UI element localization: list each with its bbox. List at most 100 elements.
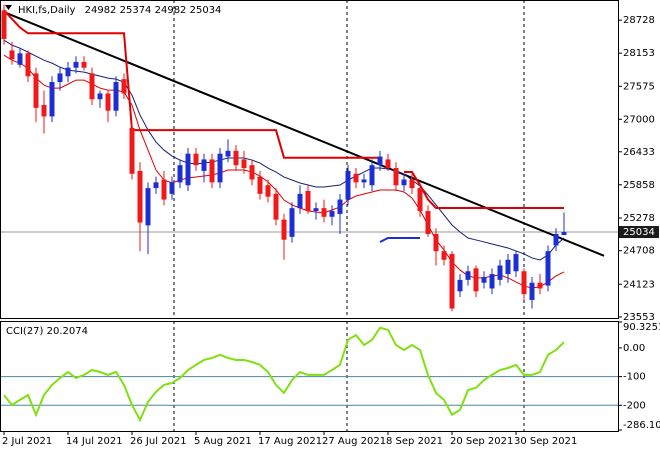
cci-label: CCI(27) [6, 326, 44, 337]
candle-body [281, 219, 287, 240]
candle-body [105, 93, 111, 111]
candle-body [225, 150, 231, 157]
candle-body [137, 170, 143, 223]
x-tick-label: 5 Aug 2021 [194, 436, 252, 447]
cci-header: CCI(27) 20.2074 [6, 326, 88, 337]
x-tick-label: 30 Sep 2021 [514, 436, 577, 447]
candle-body [393, 168, 399, 186]
x-tick-label: 8 Sep 2021 [386, 436, 443, 447]
menu-icon [5, 5, 12, 10]
x-tick-label: 26 Jul 2021 [130, 436, 187, 447]
candle-body [89, 73, 95, 100]
candle-body [561, 232, 567, 236]
x-tick-label: 27 Aug 2021 [322, 436, 386, 447]
candle-body [17, 53, 23, 65]
trendline [3, 11, 605, 257]
candle-body [545, 251, 551, 286]
candle-body [209, 159, 215, 183]
candle-body [305, 190, 311, 212]
x-tick-label: 2 Jul 2021 [2, 436, 52, 447]
y-tick-label: -200 [623, 400, 646, 411]
candle-body [201, 159, 207, 171]
candle-body [161, 179, 167, 200]
overlay-line [379, 236, 420, 243]
candle-body [497, 265, 503, 280]
candle-body [129, 127, 135, 174]
overlay-line [404, 171, 564, 209]
high: 25374 [120, 5, 152, 16]
cci-panel [0, 321, 618, 431]
overlay-line [3, 39, 565, 261]
bid-label-bg [619, 226, 659, 239]
candle-body [217, 153, 223, 183]
candle-body [481, 276, 487, 283]
y-tick-label: 0.00 [623, 343, 645, 354]
candle-body [313, 208, 319, 212]
y-tick-label: 90.3251 [623, 322, 660, 333]
candle-body [113, 82, 119, 111]
candle-body [417, 188, 423, 212]
x-tick-label: 20 Sep 2021 [450, 436, 513, 447]
close: 25034 [190, 5, 222, 16]
candle-body [33, 73, 39, 108]
candle-body [193, 153, 199, 166]
candle-body [489, 274, 495, 289]
candle-body [249, 165, 255, 180]
x-tick-label: 14 Jul 2021 [66, 436, 123, 447]
candle-body [369, 165, 375, 186]
low: 24982 [155, 5, 187, 16]
bid-label: 25034 [623, 227, 655, 238]
candle-body [241, 159, 247, 169]
y-tick-label: 27000 [623, 114, 655, 125]
candle-body [153, 182, 159, 189]
candle-body [297, 193, 303, 209]
overlay-line [3, 9, 380, 159]
y-tick-label: -100 [623, 372, 646, 383]
symbol: HKI,fs,Daily [18, 5, 75, 16]
y-tick-label: 25858 [623, 180, 655, 191]
candle-body [409, 179, 415, 189]
price-frame [0, 0, 619, 319]
candle-body [81, 61, 87, 68]
open: 24982 [85, 5, 117, 16]
candle-body [25, 53, 31, 77]
y-tick-label: 28153 [623, 48, 655, 59]
candle-body [361, 179, 367, 183]
candle-body [145, 188, 151, 226]
candle-body [537, 282, 543, 289]
header: HKI,fs,Daily 24982 25374 24982 25034 [18, 5, 221, 16]
axes: 28728 28153 27575 27000 26433 25858 25278 24708… [2, 15, 660, 447]
price-panel [0, 0, 618, 318]
candle-body [457, 279, 463, 292]
candle-body [265, 185, 271, 197]
candle-body [521, 271, 527, 295]
candle-body [49, 82, 55, 117]
candle-body [441, 251, 447, 260]
candle-body [337, 199, 343, 214]
candle-body [449, 254, 455, 309]
y-tick-label: 24708 [623, 246, 655, 257]
candle-body [433, 233, 439, 252]
x-tick-label: 17 Aug 2021 [258, 436, 322, 447]
candle-body [401, 179, 407, 186]
candle-body [329, 211, 335, 217]
candle-body [97, 93, 103, 100]
candle-body [353, 173, 359, 183]
candle-body [529, 282, 535, 300]
candle-body [65, 67, 71, 77]
cci-frame [0, 321, 619, 432]
candle-body [385, 159, 391, 169]
candle-body [273, 193, 279, 220]
candle-body [377, 156, 383, 166]
y-tick-label: 28728 [623, 15, 655, 26]
candle-body [505, 259, 511, 275]
candle-body [289, 208, 295, 237]
candle-body [473, 268, 479, 292]
candle-body [1, 10, 7, 39]
cci-value: 20.2074 [47, 326, 88, 337]
candle-body [425, 211, 431, 234]
candle-body [185, 153, 191, 186]
